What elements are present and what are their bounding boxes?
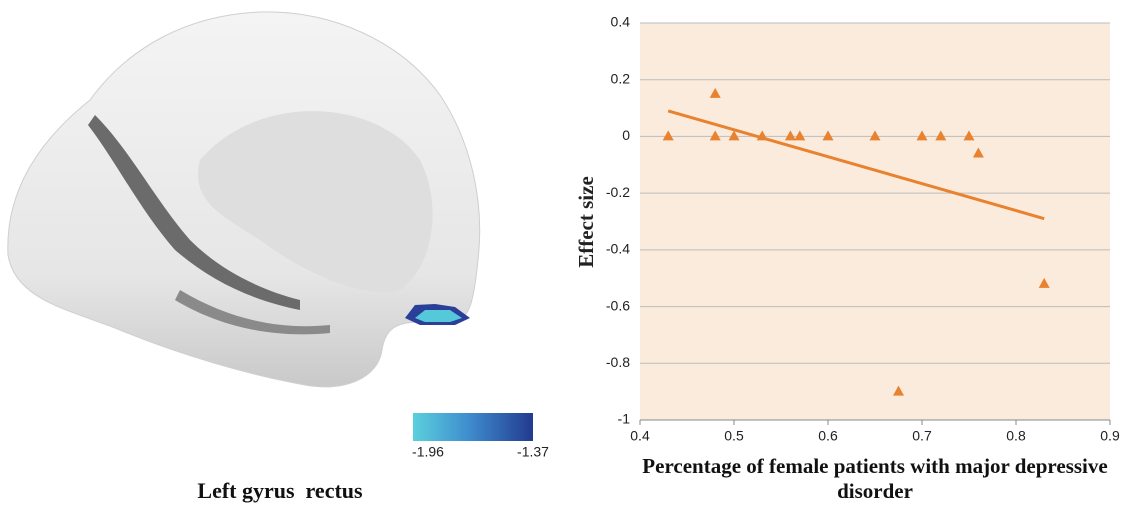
x-tick-label: 0.4 (630, 428, 650, 444)
marker (822, 130, 834, 141)
x-tick-label: 0.6 (818, 428, 838, 444)
colorbar (413, 413, 533, 441)
x-axis-label: Percentage of female patients with major… (642, 454, 1108, 503)
y-tick-label: -0.2 (606, 184, 630, 200)
y-tick-label: 0 (622, 127, 630, 143)
x-tick-label: 0.8 (1006, 428, 1026, 444)
brain (7, 11, 533, 441)
plot-area (640, 23, 1110, 420)
marker (869, 130, 881, 141)
y-tick-label: -0.4 (606, 241, 630, 257)
marker (709, 87, 721, 98)
brain-label: Left gyrus rectus (197, 478, 363, 503)
y-tick-label: -0.8 (606, 354, 630, 370)
y-tick-label: -0.6 (606, 297, 630, 313)
marker (662, 130, 674, 141)
marker (794, 130, 806, 141)
brain-sulcus (175, 290, 330, 335)
trendline (667, 109, 1045, 221)
y-tick-label: -1 (618, 411, 631, 427)
colorbar-label: -1.37 (517, 444, 549, 460)
x-tick-label: 0.7 (912, 428, 932, 444)
y-tick-label: 0.2 (611, 70, 631, 86)
gyrus-rectus (415, 310, 462, 322)
marker (709, 130, 721, 141)
marker (916, 130, 928, 141)
marker (963, 130, 975, 141)
marker (972, 147, 984, 158)
brain-sulcus (88, 115, 300, 310)
marker (1038, 277, 1050, 288)
x-tick-label: 0.5 (724, 428, 744, 444)
marker (935, 130, 947, 141)
y-axis-label: Effect size (574, 176, 598, 268)
marker (893, 385, 904, 396)
marker (728, 130, 740, 141)
x-tick-label: 0.9 (1100, 428, 1120, 444)
colorbar-label: -1.96 (412, 444, 444, 460)
brain-callosum (198, 111, 433, 292)
y-tick-label: 0.4 (611, 14, 631, 30)
marker (784, 130, 796, 141)
